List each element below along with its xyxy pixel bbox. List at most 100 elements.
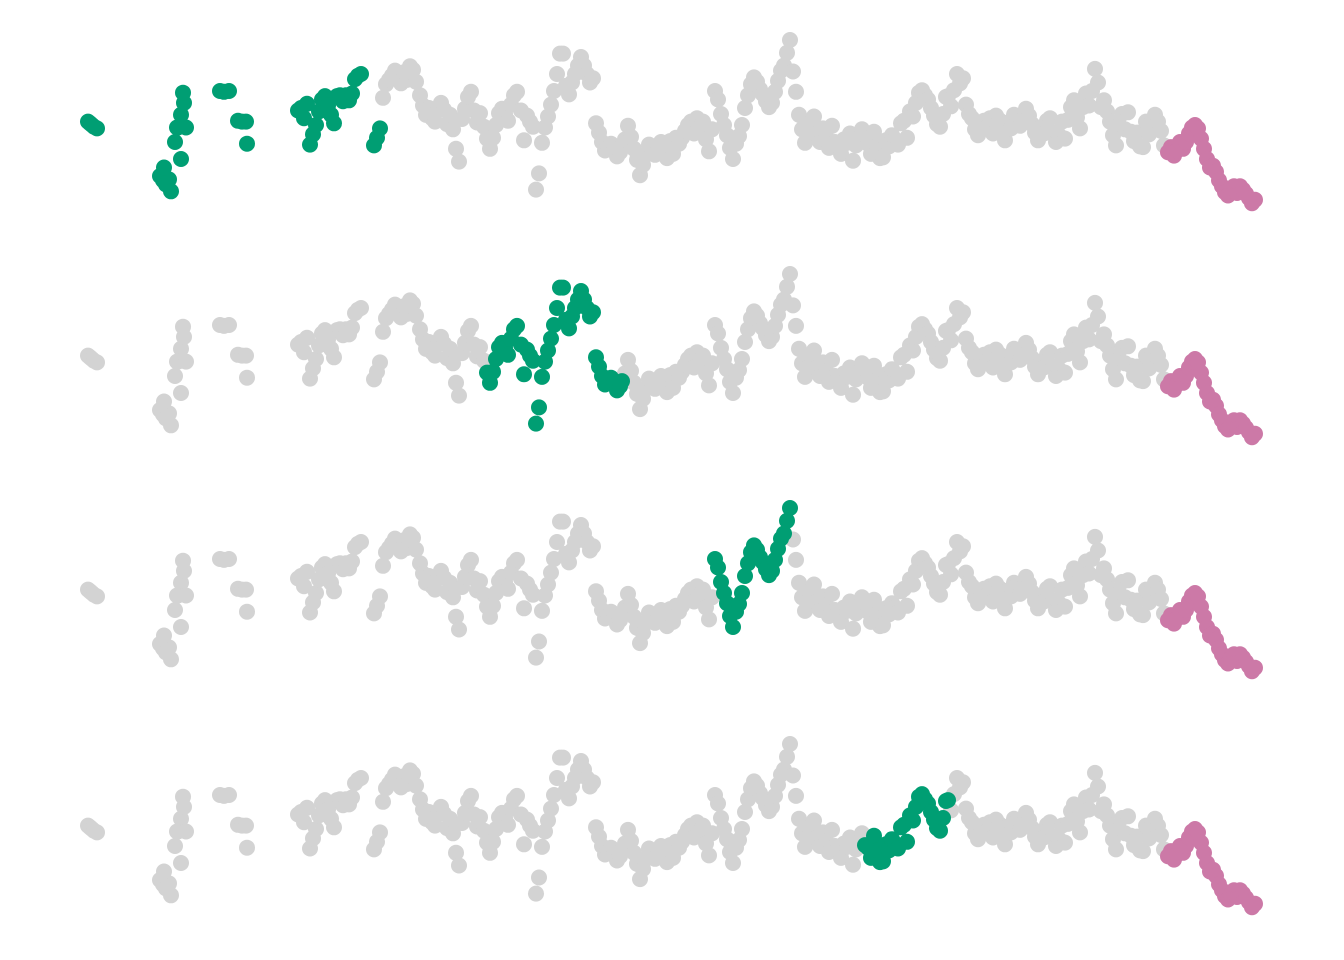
background-point — [845, 856, 861, 873]
background-point — [845, 386, 861, 403]
background-point — [1081, 565, 1097, 582]
highlight-point — [173, 151, 189, 167]
background-point — [866, 123, 882, 140]
background-point — [509, 83, 525, 100]
highlight-point — [531, 399, 547, 416]
background-point — [734, 117, 750, 133]
background-point — [1090, 542, 1106, 559]
background-point — [791, 106, 807, 123]
background-point — [1072, 588, 1088, 605]
background-point — [905, 342, 921, 359]
highlight-point — [555, 279, 571, 296]
highlight-point — [372, 120, 388, 137]
background-point — [239, 839, 255, 856]
background-point — [788, 317, 804, 334]
background-point — [175, 788, 191, 805]
background-point — [408, 541, 424, 558]
background-point — [585, 774, 601, 791]
background-point — [167, 602, 183, 618]
background-point — [725, 855, 741, 871]
background-point — [997, 600, 1013, 617]
background-point — [866, 591, 882, 608]
background-point — [472, 573, 488, 590]
background-point — [1087, 294, 1103, 311]
background-point — [89, 588, 105, 605]
background-point — [737, 334, 753, 350]
background-point — [546, 787, 562, 803]
background-point — [782, 736, 798, 752]
background-point — [445, 825, 461, 842]
background-point — [1057, 130, 1073, 147]
background-point — [997, 836, 1013, 853]
highlight-point — [549, 300, 565, 316]
background-point — [785, 297, 801, 314]
background-point — [528, 181, 544, 198]
background-point — [451, 153, 467, 170]
background-point — [1120, 338, 1136, 355]
chart-panel-3 — [80, 500, 1263, 680]
background-point — [1090, 308, 1106, 325]
tail-point — [1247, 191, 1263, 208]
background-point — [1057, 364, 1073, 381]
highlight-point — [734, 585, 750, 601]
background-point — [1057, 834, 1073, 851]
background-point — [448, 374, 464, 391]
background-point — [1135, 373, 1151, 390]
background-point — [725, 385, 741, 401]
highlight-point — [296, 110, 312, 127]
highlight-point — [353, 66, 369, 82]
background-point — [238, 581, 254, 598]
background-point — [955, 538, 971, 555]
background-point — [701, 611, 717, 628]
background-point — [221, 787, 237, 803]
background-point — [955, 70, 971, 87]
background-point — [221, 317, 237, 333]
background-point — [326, 349, 342, 366]
background-point — [1081, 801, 1097, 818]
background-point — [308, 585, 324, 601]
background-point — [791, 340, 807, 357]
chart-panel-1 — [80, 32, 1263, 212]
background-point — [845, 152, 861, 169]
background-point — [1141, 360, 1157, 377]
background-point — [531, 165, 547, 182]
background-point — [824, 821, 840, 838]
background-point — [779, 748, 795, 765]
background-point — [326, 819, 342, 836]
background-point — [710, 795, 726, 812]
background-point — [788, 83, 804, 100]
background-point — [516, 600, 532, 617]
background-point — [788, 787, 804, 804]
highlight-point — [776, 525, 792, 542]
highlight-point — [866, 827, 882, 844]
background-point — [178, 587, 194, 604]
panels-group — [80, 32, 1263, 916]
background-point — [500, 580, 516, 597]
highlight-point — [308, 117, 324, 133]
background-point — [1108, 605, 1124, 622]
background-point — [308, 821, 324, 837]
tail-point — [1247, 425, 1263, 442]
background-point — [485, 129, 501, 146]
background-point — [555, 45, 571, 62]
background-point — [785, 767, 801, 784]
background-point — [372, 824, 388, 841]
background-point — [525, 822, 541, 839]
background-point — [173, 855, 189, 871]
background-point — [1087, 60, 1103, 77]
background-point — [353, 300, 369, 316]
background-point — [1072, 120, 1088, 137]
background-point — [372, 354, 388, 371]
background-point — [701, 377, 717, 394]
background-point — [806, 576, 822, 593]
background-point — [899, 363, 915, 380]
background-point — [546, 83, 562, 99]
background-point — [1120, 808, 1136, 825]
background-point — [1108, 371, 1124, 388]
highlight-point — [932, 822, 948, 839]
background-point — [1153, 827, 1169, 843]
background-point — [737, 804, 753, 820]
background-point — [543, 96, 559, 113]
